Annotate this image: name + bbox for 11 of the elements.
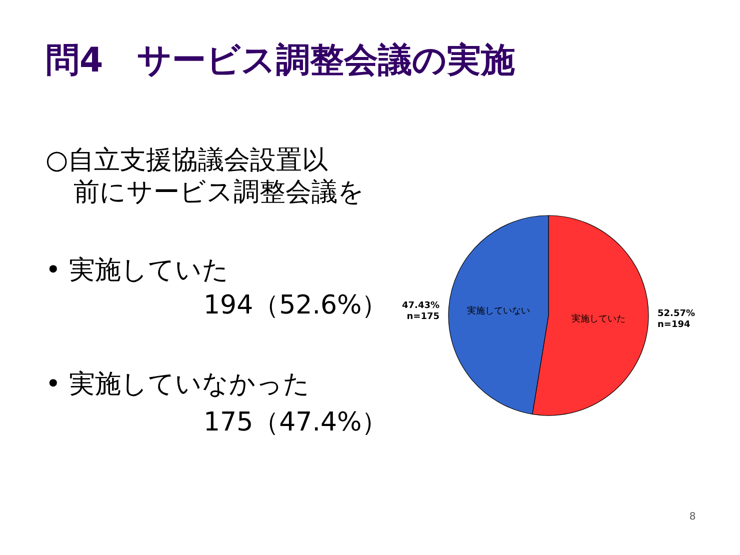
text: 175（47.4%） <box>204 408 388 438</box>
slice-label: 実施していない <box>467 305 530 316</box>
text: • 実施していた <box>46 256 230 286</box>
data-label: 47.43% n=175 <box>402 300 440 322</box>
text: • 実施していなかった <box>46 370 310 400</box>
text: 194（52.6%） <box>204 290 388 320</box>
slice-label: 実施していた <box>571 314 626 325</box>
data-label: 52.57% n=194 <box>658 309 695 330</box>
text: ○自立支援協議会設置以前にサービス調整会議を <box>46 146 364 208</box>
chart-title: 問4 サービス調整会議の実施 <box>46 40 516 80</box>
text: 8 <box>689 512 696 522</box>
